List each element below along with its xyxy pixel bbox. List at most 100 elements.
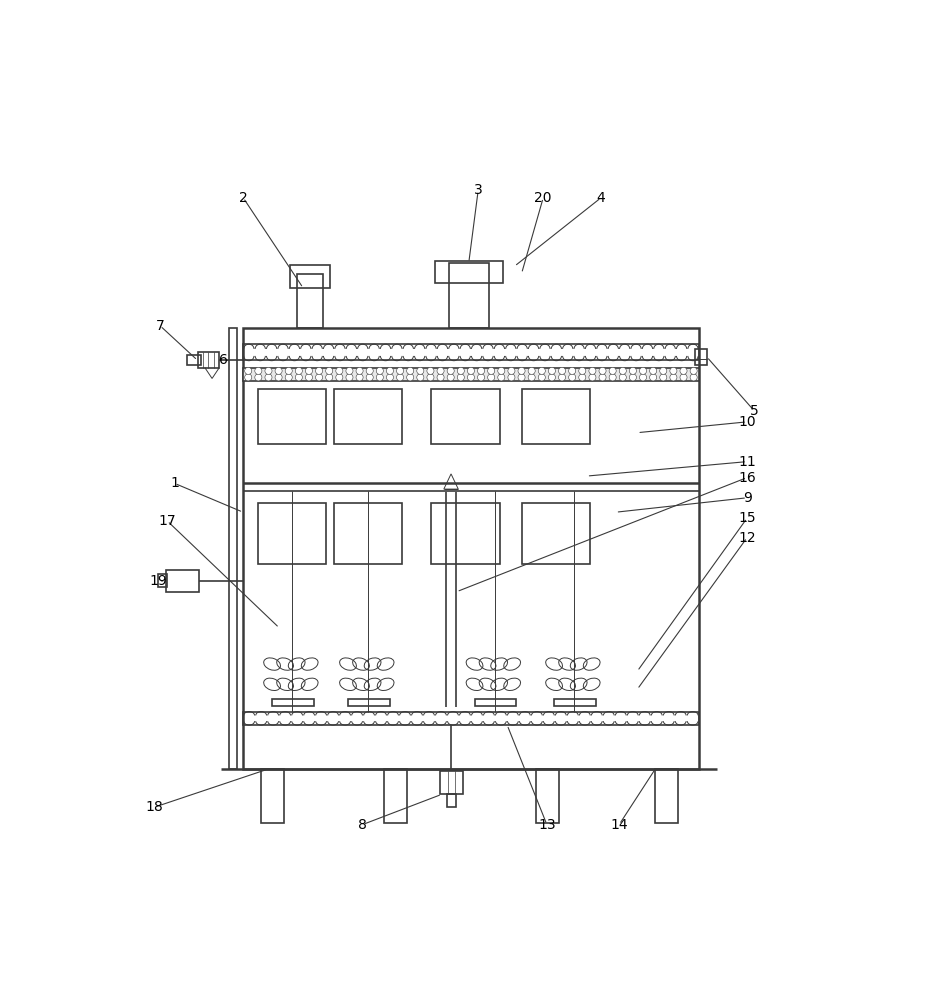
Circle shape [366,374,373,381]
Circle shape [589,367,596,374]
Circle shape [467,374,475,381]
Circle shape [296,374,302,381]
Bar [384,769,408,823]
Circle shape [437,367,444,374]
Circle shape [478,367,484,374]
Circle shape [315,367,323,374]
Circle shape [589,374,596,381]
Bar [447,794,456,807]
Circle shape [305,367,313,374]
Circle shape [508,374,515,381]
Circle shape [498,367,505,374]
Circle shape [386,374,394,381]
Circle shape [397,374,404,381]
Circle shape [538,374,545,381]
Bar [655,769,678,823]
Circle shape [296,367,302,374]
Circle shape [447,374,454,381]
Circle shape [315,374,323,381]
Circle shape [518,374,525,381]
Bar [298,274,323,328]
Bar [522,389,591,444]
Text: 5: 5 [750,404,759,418]
Text: 10: 10 [738,415,756,429]
Circle shape [568,367,576,374]
Bar [198,352,219,368]
Circle shape [538,367,545,374]
Bar [244,712,699,725]
Circle shape [376,367,383,374]
Circle shape [549,374,555,381]
Bar [439,771,463,794]
Bar [475,699,517,706]
Circle shape [568,374,576,381]
Text: 18: 18 [146,800,163,814]
Bar [272,699,314,706]
Circle shape [336,374,342,381]
Circle shape [609,367,616,374]
Circle shape [488,367,494,374]
Bar [522,503,591,564]
Text: 3: 3 [474,183,482,197]
Text: 9: 9 [743,491,752,505]
Bar [244,328,699,769]
Circle shape [255,367,262,374]
Circle shape [244,367,252,374]
Circle shape [639,367,647,374]
Circle shape [376,374,383,381]
Text: 13: 13 [538,818,556,832]
Circle shape [346,374,353,381]
Bar [244,368,699,381]
Circle shape [427,374,434,381]
Circle shape [578,367,586,374]
Circle shape [528,374,536,381]
Circle shape [417,367,424,374]
Circle shape [478,374,484,381]
Bar [536,769,559,823]
Circle shape [356,367,363,374]
Circle shape [599,374,606,381]
Bar [229,328,237,769]
Bar [431,503,500,564]
Circle shape [620,367,626,374]
Circle shape [549,367,555,374]
Circle shape [356,374,363,381]
Bar [258,503,327,564]
Circle shape [630,374,636,381]
Circle shape [366,367,373,374]
Circle shape [275,374,282,381]
Bar [290,265,330,288]
Bar [158,574,167,587]
Text: 15: 15 [738,511,756,525]
Bar [334,503,402,564]
Text: 2: 2 [239,191,247,205]
Bar [435,261,504,283]
Circle shape [457,367,465,374]
Circle shape [255,374,262,381]
Circle shape [467,367,475,374]
Bar [450,263,489,328]
Circle shape [518,367,525,374]
Bar [258,389,327,444]
Bar [244,344,699,360]
Circle shape [244,374,252,381]
Bar [334,389,402,444]
Circle shape [660,374,667,381]
Circle shape [305,374,313,381]
Circle shape [620,374,626,381]
Text: 6: 6 [219,353,228,367]
Circle shape [559,374,565,381]
Circle shape [386,367,394,374]
Bar [188,355,201,365]
Circle shape [660,367,667,374]
Circle shape [447,367,454,374]
Text: 11: 11 [738,455,756,469]
Text: 16: 16 [738,471,756,485]
Text: 14: 14 [610,818,628,832]
Circle shape [336,367,342,374]
Circle shape [407,367,413,374]
Text: 1: 1 [170,476,179,490]
Circle shape [457,374,465,381]
Circle shape [670,367,677,374]
Circle shape [437,374,444,381]
